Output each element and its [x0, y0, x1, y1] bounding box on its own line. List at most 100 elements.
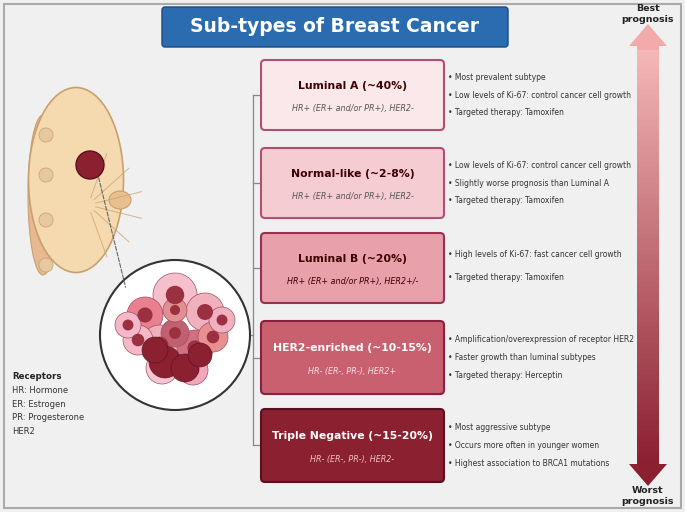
Circle shape: [100, 260, 250, 410]
Bar: [637, 281, 659, 287]
Bar: [637, 188, 659, 194]
Text: • Most prevalent subtype: • Most prevalent subtype: [448, 73, 546, 82]
Text: • Targeted therapy: Tamoxifen: • Targeted therapy: Tamoxifen: [448, 273, 564, 283]
Bar: [637, 105, 659, 111]
Bar: [637, 115, 659, 121]
Bar: [637, 333, 659, 338]
Circle shape: [39, 168, 53, 182]
Circle shape: [161, 319, 189, 347]
FancyBboxPatch shape: [261, 409, 444, 482]
Bar: [637, 250, 659, 255]
Bar: [637, 286, 659, 292]
Bar: [637, 157, 659, 162]
Bar: [637, 338, 659, 344]
Circle shape: [76, 151, 104, 179]
Text: Worst
prognosis: Worst prognosis: [622, 486, 674, 506]
Circle shape: [149, 346, 181, 378]
Bar: [637, 224, 659, 229]
FancyBboxPatch shape: [261, 321, 444, 394]
Bar: [637, 120, 659, 126]
Bar: [637, 405, 659, 411]
Circle shape: [140, 325, 180, 365]
Circle shape: [169, 327, 181, 339]
Bar: [637, 90, 659, 95]
Bar: [637, 452, 659, 457]
Circle shape: [177, 330, 213, 366]
Ellipse shape: [109, 191, 131, 209]
Bar: [637, 415, 659, 421]
Text: HER2-enriched (~10-15%): HER2-enriched (~10-15%): [273, 343, 432, 353]
Text: • High levels of Ki-67: fast cancer cell growth: • High levels of Ki-67: fast cancer cell…: [448, 250, 621, 259]
Bar: [637, 302, 659, 307]
Bar: [637, 219, 659, 224]
Circle shape: [151, 336, 169, 353]
Bar: [637, 53, 659, 59]
FancyBboxPatch shape: [261, 233, 444, 303]
Circle shape: [155, 361, 169, 375]
FancyArrow shape: [629, 24, 667, 50]
Bar: [637, 255, 659, 261]
Circle shape: [188, 343, 212, 367]
Bar: [637, 385, 659, 390]
Circle shape: [178, 355, 208, 385]
Bar: [637, 328, 659, 333]
Circle shape: [198, 322, 228, 352]
Text: • Most aggressive subtype: • Most aggressive subtype: [448, 423, 551, 432]
Bar: [637, 172, 659, 178]
Ellipse shape: [28, 115, 58, 275]
Bar: [637, 275, 659, 282]
Bar: [637, 245, 659, 250]
Bar: [637, 125, 659, 131]
Bar: [637, 229, 659, 235]
Text: • Occurs more often in younger women: • Occurs more often in younger women: [448, 441, 599, 450]
Circle shape: [197, 304, 213, 320]
Bar: [637, 358, 659, 364]
Bar: [637, 203, 659, 209]
Bar: [637, 74, 659, 79]
Text: HR+ (ER+ and/or PR+), HER2-: HR+ (ER+ and/or PR+), HER2-: [292, 104, 414, 113]
Text: • Slightly worse prognosis than Luminal A: • Slightly worse prognosis than Luminal …: [448, 179, 609, 187]
Bar: [637, 208, 659, 214]
Bar: [637, 291, 659, 297]
Bar: [637, 400, 659, 406]
Bar: [637, 353, 659, 359]
Text: HR: Hormone
ER: Estrogen
PR: Progesterone
HER2: HR: Hormone ER: Estrogen PR: Progesteron…: [12, 386, 84, 436]
Bar: [637, 369, 659, 374]
Text: HR- (ER-, PR-), HER2-: HR- (ER-, PR-), HER2-: [310, 455, 395, 464]
Bar: [637, 152, 659, 157]
Bar: [637, 63, 659, 69]
Bar: [637, 307, 659, 312]
Bar: [637, 193, 659, 199]
Bar: [637, 343, 659, 349]
Text: Receptors: Receptors: [12, 372, 62, 381]
Text: • Highest association to BRCA1 mutations: • Highest association to BRCA1 mutations: [448, 459, 610, 468]
Circle shape: [186, 293, 224, 331]
Bar: [637, 364, 659, 369]
Circle shape: [123, 319, 134, 330]
Text: Sub-types of Breast Cancer: Sub-types of Breast Cancer: [190, 17, 479, 36]
Text: • Targeted therapy: Tamoxifen: • Targeted therapy: Tamoxifen: [448, 108, 564, 117]
Bar: [637, 322, 659, 328]
Text: • Low levels of Ki-67: control cancer cell growth: • Low levels of Ki-67: control cancer ce…: [448, 91, 631, 99]
Bar: [637, 198, 659, 204]
Bar: [637, 167, 659, 173]
Text: HR+ (ER+ and/or PR+), HER2+/-: HR+ (ER+ and/or PR+), HER2+/-: [287, 277, 418, 286]
Circle shape: [187, 364, 199, 376]
Circle shape: [216, 314, 227, 326]
Bar: [637, 177, 659, 183]
Circle shape: [123, 325, 153, 355]
FancyBboxPatch shape: [261, 148, 444, 218]
Text: Luminal B (~20%): Luminal B (~20%): [298, 254, 407, 264]
Text: Best
prognosis: Best prognosis: [622, 4, 674, 24]
Bar: [637, 296, 659, 302]
Bar: [637, 79, 659, 84]
Circle shape: [127, 297, 163, 333]
Text: • Targeted therapy: Tamoxifen: • Targeted therapy: Tamoxifen: [448, 196, 564, 205]
Text: HR+ (ER+ and/or PR+), HER2-: HR+ (ER+ and/or PR+), HER2-: [292, 192, 414, 201]
Bar: [637, 146, 659, 152]
Text: • Targeted therapy: Herceptin: • Targeted therapy: Herceptin: [448, 371, 562, 380]
Circle shape: [171, 354, 199, 382]
FancyBboxPatch shape: [4, 4, 681, 508]
Circle shape: [170, 305, 180, 315]
Circle shape: [39, 128, 53, 142]
